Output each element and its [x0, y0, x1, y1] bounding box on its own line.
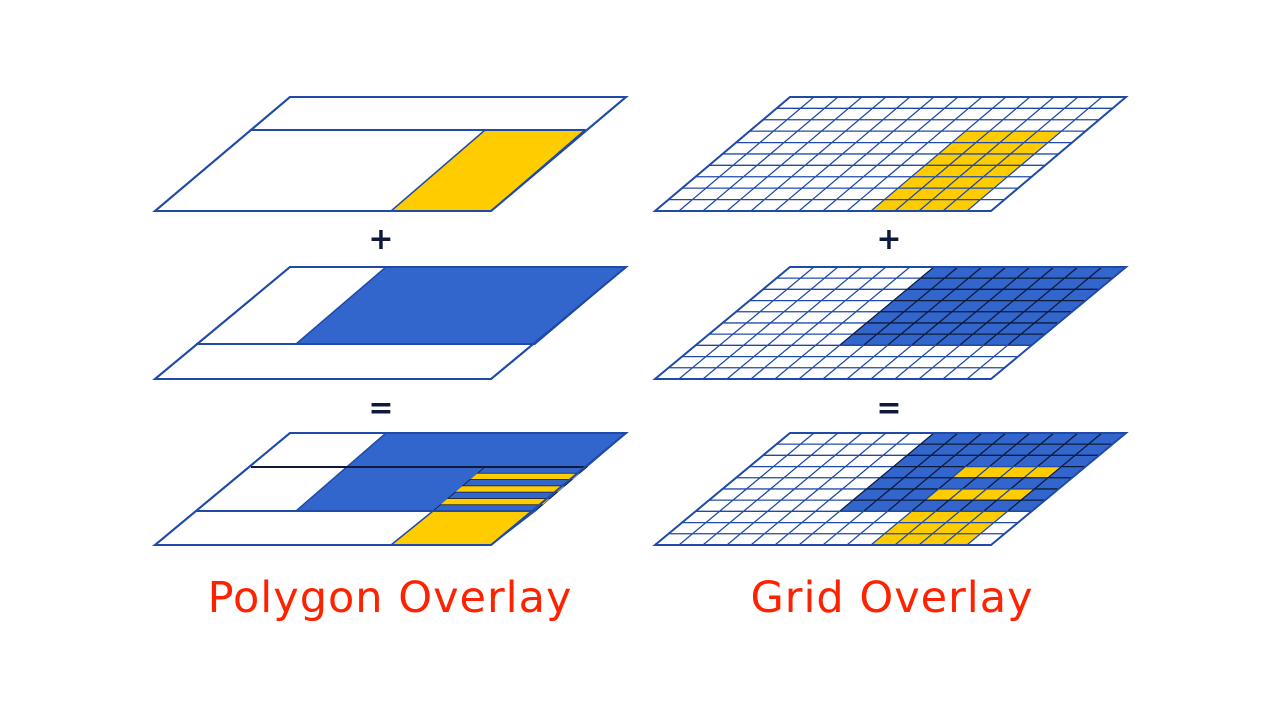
grid-outline [652, 266, 1129, 380]
polygon-layer-1 [152, 96, 629, 212]
equals-operator-right: = [876, 391, 901, 426]
polygon-layer-2 [152, 266, 629, 380]
grid-outline [652, 96, 1129, 212]
grid-layer-1 [652, 96, 1129, 212]
polygon-layer-result [152, 432, 629, 546]
polygon-overlay-column: + = Polygon Overlay [152, 96, 629, 623]
stripe-band [461, 479, 574, 487]
grid-overlay-column: + = Grid Overlay [652, 96, 1129, 623]
stripe-band [446, 491, 559, 499]
plus-operator-left: + [368, 222, 393, 257]
overlap-stripes [431, 466, 589, 512]
plus-operator-right: + [876, 222, 901, 257]
grid-outline [652, 432, 1129, 546]
grid-layer-result [652, 432, 1129, 546]
grid-layer-2 [652, 266, 1129, 380]
equals-operator-left: = [368, 391, 393, 426]
polygon-overlay-caption: Polygon Overlay [208, 573, 573, 623]
grid-overlay-caption: Grid Overlay [750, 573, 1033, 623]
